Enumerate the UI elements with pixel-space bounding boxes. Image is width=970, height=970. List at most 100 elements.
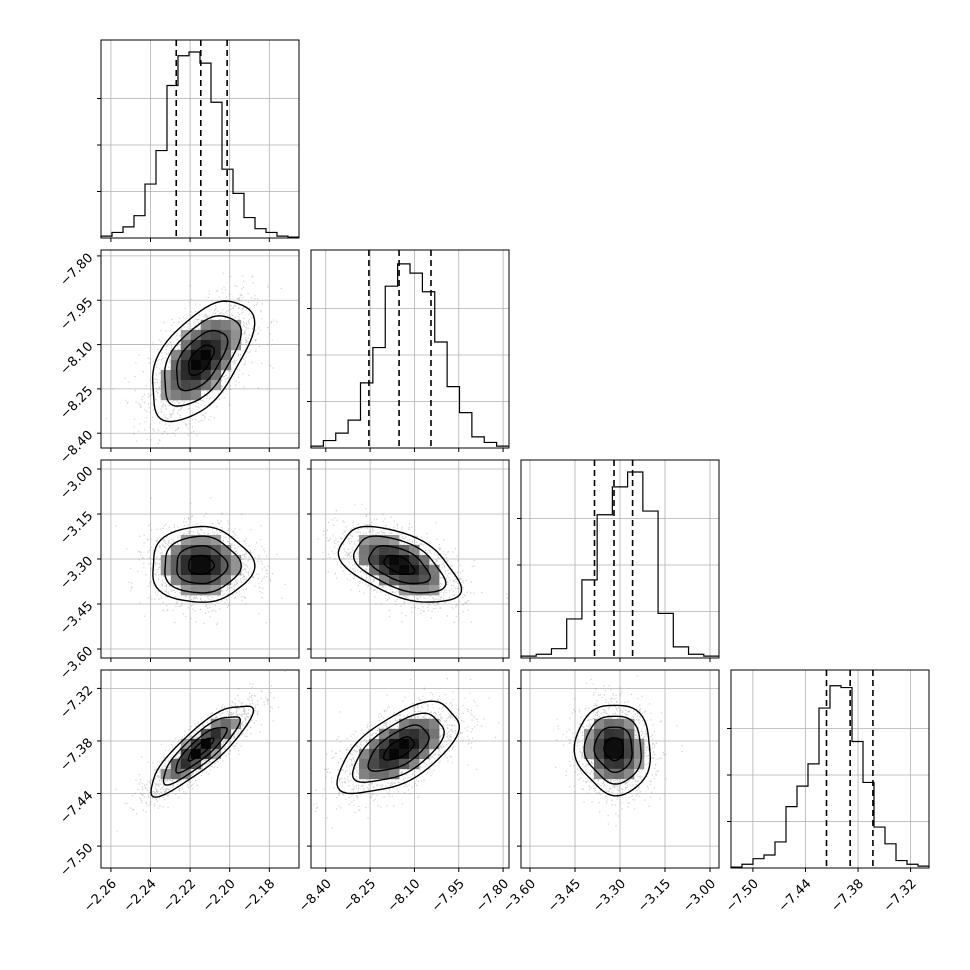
density-cell [594,718,605,730]
density-cell [604,758,615,770]
density-cell [419,738,430,750]
panel-frame [100,669,300,869]
density-cell [180,535,192,546]
density-cell [170,555,182,566]
density-cell [409,758,420,770]
density-cell [614,758,625,770]
density-cell [230,555,242,566]
panel-content [311,503,508,623]
density-cell [230,319,242,331]
panel-frame [100,249,300,449]
y-tick-label: −8.25 [58,384,97,423]
density-cell [604,728,615,740]
density-cell [604,768,615,780]
density-cell [389,575,400,586]
density-cell [180,339,192,351]
density-cell [584,738,595,750]
density-cell [379,575,390,586]
density-cell [190,329,202,341]
histogram-step [520,471,719,658]
x-tick-label: −3.15 [635,876,674,915]
panel-frame [100,39,300,239]
density-cell [604,718,615,730]
density-cell [379,535,390,546]
density-cell [210,738,222,750]
density-cell [399,718,410,730]
density-cell [220,718,232,730]
density-cell [160,369,172,381]
density-cell [399,575,410,586]
density-cell [190,545,202,556]
panel-2d-3-2 [517,669,720,872]
panel-content [115,497,286,626]
density-cell [399,728,410,740]
density-cell [614,748,625,760]
density-cell [170,369,182,381]
density-cell [594,758,605,770]
density-cell [429,718,440,730]
density-cell [369,768,380,780]
contour-line [337,525,463,603]
x-tick-label: −2.24 [121,876,160,915]
density-cell [220,359,232,371]
density-cell [210,565,222,576]
y-tick-label: −7.80 [58,251,97,290]
contour-line [593,726,633,773]
density-cell [180,555,192,566]
panel-2d-3-1 [307,669,510,872]
panel-frame [310,249,510,449]
density-cell [419,565,430,576]
panel-frame [100,459,300,659]
density-cell [419,555,430,566]
density-cell [180,359,192,371]
density-cell [399,555,410,566]
density-cell [594,738,605,750]
density-cell [429,575,440,586]
contour-line [351,712,445,784]
density-cell [200,359,212,371]
density-cell [369,535,380,546]
density-cell [419,585,430,596]
density-cell [389,565,400,576]
x-tick-label: −2.26 [81,876,120,915]
density-cell [210,535,222,546]
density-cell [170,545,182,556]
x-tick-label: −7.32 [881,876,920,915]
density-cell [429,728,440,740]
y-tick-label: −7.95 [58,295,97,334]
density-cell [419,718,430,730]
y-tick-label: −3.30 [58,554,97,593]
x-tick-label: −7.95 [429,876,468,915]
density-cell [359,535,370,546]
density-cell [190,349,202,361]
density-cell [220,349,232,361]
contour-line [573,704,652,797]
density-cell [594,748,605,760]
contour-line [352,535,447,594]
density-cell [200,728,212,740]
density-cell [634,758,645,770]
density-cell [220,575,232,586]
density-cell [190,379,202,391]
panel-content [115,671,286,832]
density-cell [614,728,625,740]
density-cell [409,718,420,730]
density-cell [210,349,222,361]
density-cell [399,738,410,750]
scatter-points [555,675,683,827]
density-cell [614,718,625,730]
y-tick-label: −7.50 [58,841,97,880]
contour-line [382,736,415,761]
density-cell [399,748,410,760]
density-cell [359,748,370,760]
density-cell [624,748,635,760]
density-cell [389,748,400,760]
density-cell [210,339,222,351]
density-cell [190,555,202,566]
panel-frame [730,669,930,869]
density-cell [180,565,192,576]
density-cell [180,585,192,596]
density-cell [419,748,430,760]
x-tick-label: −8.40 [296,876,335,915]
density-cell [624,768,635,780]
